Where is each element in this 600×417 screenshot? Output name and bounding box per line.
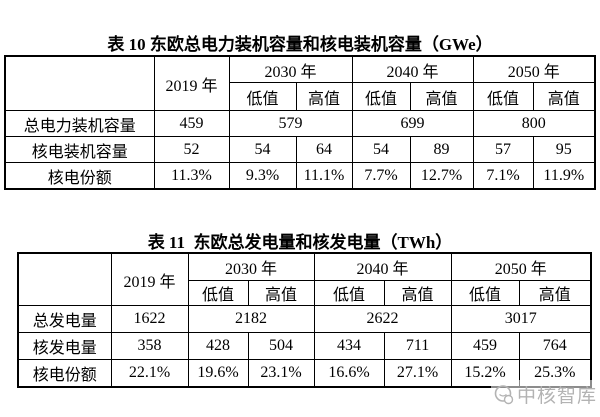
table-row: 总发电量 1622 2182 2622 3017: [17, 305, 592, 333]
low-header: 低值: [313, 280, 385, 306]
value-cell: 89: [409, 136, 474, 163]
high-header: 高值: [247, 280, 315, 306]
value-cell: 1622: [110, 305, 189, 333]
value-cell: 9.3%: [228, 162, 297, 190]
merged-value-cell: 2182: [187, 305, 315, 333]
value-cell: 23.1%: [247, 359, 315, 388]
low-header: 低值: [228, 82, 297, 111]
table10-capacity: 2019 年 2030 年 2040 年 2050 年 低值 高值 低值 高值 …: [4, 55, 597, 190]
value-cell: 19.6%: [187, 359, 249, 388]
high-header: 高值: [532, 82, 596, 111]
value-cell: 11.1%: [295, 162, 353, 190]
row-label: 核电份额: [17, 359, 112, 388]
table-row: 核电份额 11.3% 9.3% 11.1% 7.7% 12.7% 7.1% 11…: [4, 162, 596, 190]
year-header-2040: 2040 年: [313, 252, 452, 281]
merged-value-cell: 2622: [313, 305, 452, 333]
value-cell: 95: [532, 136, 596, 163]
high-header: 高值: [295, 82, 353, 111]
low-header: 低值: [351, 82, 411, 111]
table-row: 核发电量 358 428 504 434 711 459 764: [17, 332, 592, 360]
value-cell: 54: [228, 136, 297, 163]
corner-cell: [17, 252, 112, 306]
year-header-2030: 2030 年: [228, 55, 353, 83]
table-row: 核电装机容量 52 54 64 54 89 57 95: [4, 136, 596, 163]
merged-value-cell: 579: [228, 110, 353, 137]
value-cell: 7.1%: [472, 162, 534, 190]
year-header-2040: 2040 年: [351, 55, 474, 83]
value-cell: 504: [247, 332, 315, 360]
value-cell: 27.1%: [383, 359, 452, 388]
high-header: 高值: [409, 82, 474, 111]
table10-title: 表 10 东欧总电力装机容量和核电装机容量（GWe）: [107, 35, 493, 54]
year-header-2050: 2050 年: [472, 55, 596, 83]
row-label: 总发电量: [17, 305, 112, 333]
watermark-logo-icon: [494, 384, 514, 404]
value-cell: 12.7%: [409, 162, 474, 190]
value-cell: 428: [187, 332, 249, 360]
year-header-2030: 2030 年: [187, 252, 315, 281]
high-header: 高值: [518, 280, 592, 306]
table11-generation: 2019 年 2030 年 2040 年 2050 年 低值 高值 低值 高值 …: [17, 252, 593, 388]
watermark: 中核智库: [491, 380, 600, 409]
table11-title: 表 11 东欧总发电量和核发电量（TWh）: [147, 233, 453, 252]
row-label: 总电力装机容量: [4, 110, 155, 137]
value-cell: 459: [450, 332, 520, 360]
table-row: 总电力装机容量 459 579 699 800: [4, 110, 596, 137]
value-cell: 358: [110, 332, 189, 360]
year-header-2050: 2050 年: [450, 252, 592, 281]
value-cell: 459: [153, 110, 230, 137]
value-cell: 64: [295, 136, 353, 163]
watermark-text: 中核智库: [517, 386, 598, 407]
row-label: 核发电量: [17, 332, 112, 360]
low-header: 低值: [472, 82, 534, 111]
value-cell: 52: [153, 136, 230, 163]
low-header: 低值: [450, 280, 520, 306]
value-cell: 11.3%: [153, 162, 230, 190]
merged-value-cell: 3017: [450, 305, 592, 333]
low-header: 低值: [187, 280, 249, 306]
value-cell: 11.9%: [532, 162, 596, 190]
merged-value-cell: 800: [472, 110, 596, 137]
year-header-2019: 2019 年: [110, 252, 189, 306]
value-cell: 57: [472, 136, 534, 163]
row-label: 核电装机容量: [4, 136, 155, 163]
value-cell: 764: [518, 332, 592, 360]
value-cell: 434: [313, 332, 385, 360]
merged-value-cell: 699: [351, 110, 474, 137]
value-cell: 7.7%: [351, 162, 411, 190]
corner-cell: [4, 55, 155, 111]
value-cell: 16.6%: [313, 359, 385, 388]
row-label: 核电份额: [4, 162, 155, 190]
value-cell: 54: [351, 136, 411, 163]
year-header-2019: 2019 年: [153, 55, 230, 111]
value-cell: 22.1%: [110, 359, 189, 388]
value-cell: 711: [383, 332, 452, 360]
table-row: 核电份额 22.1% 19.6% 23.1% 16.6% 27.1% 15.2%…: [17, 359, 592, 388]
high-header: 高值: [383, 280, 452, 306]
